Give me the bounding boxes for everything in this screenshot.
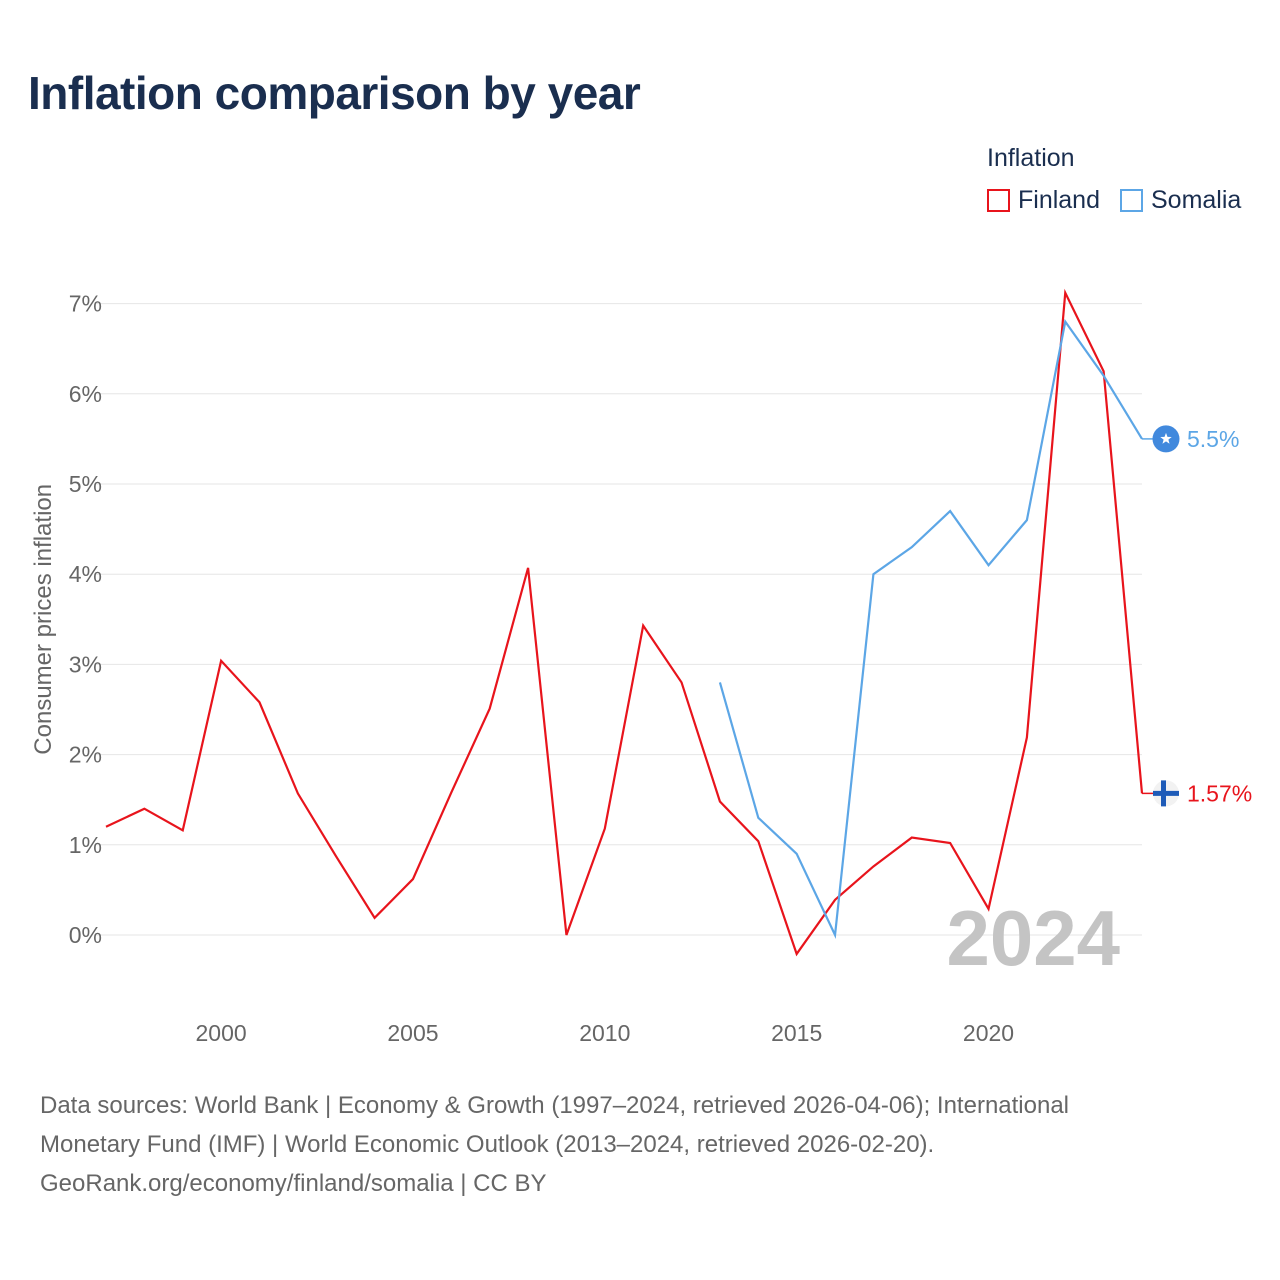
- finland-flag-icon: [1153, 780, 1179, 807]
- x-tick-label: 2020: [963, 1020, 1014, 1046]
- data-point-finland: [334, 855, 338, 859]
- y-tick-label: 1%: [69, 832, 102, 858]
- data-point-finland: [373, 916, 377, 920]
- y-tick-label: 3%: [69, 651, 102, 677]
- y-tick-label: 5%: [69, 471, 102, 497]
- data-point-somalia: [718, 680, 722, 684]
- data-point-finland: [987, 907, 991, 911]
- data-point-finland: [1063, 291, 1067, 295]
- data-point-somalia: [1102, 374, 1106, 378]
- data-point-somalia: [987, 563, 991, 567]
- data-point-finland: [488, 707, 492, 711]
- data-point-finland: [680, 680, 684, 684]
- x-tick-label: 2010: [579, 1020, 630, 1046]
- data-point-finland: [296, 791, 300, 795]
- legend-label-finland: Finland: [1018, 186, 1100, 214]
- somalia-flag-icon: [1152, 425, 1180, 453]
- page-title: Inflation comparison by year: [28, 67, 641, 119]
- legend-item-finland[interactable]: Finland: [987, 186, 1100, 215]
- data-point-finland: [1025, 735, 1029, 739]
- legend-label-somalia: Somalia: [1151, 186, 1242, 214]
- data-point-finland: [526, 566, 530, 570]
- end-value-label-somalia: 5.5%: [1187, 426, 1239, 452]
- sources-line-3: GeoRank.org/economy/finland/somalia | CC…: [40, 1170, 547, 1197]
- data-point-finland: [603, 827, 607, 831]
- legend-swatch-finland: [987, 189, 1010, 212]
- flag-star: [1160, 432, 1172, 444]
- y-tick-label: 2%: [69, 742, 102, 768]
- line-chart: 0% 1% 2% 3% 4% 5% 6% 7% 2000 2005 2010 2015 2020 Cons…: [30, 288, 1252, 1046]
- data-point-somalia: [910, 545, 914, 549]
- data-point-finland: [795, 952, 799, 956]
- data-point-somalia: [1025, 518, 1029, 522]
- data-point-finland: [449, 790, 453, 794]
- x-tick-label: 2000: [196, 1020, 247, 1046]
- y-axis-label: Consumer prices inflation: [30, 484, 57, 755]
- data-point-finland: [833, 898, 837, 902]
- data-point-finland: [142, 807, 146, 811]
- y-tick-label: 0%: [69, 922, 102, 948]
- data-sources: Data sources: World Bank | Economy & Gro…: [40, 1086, 1240, 1203]
- data-point-somalia: [756, 816, 760, 820]
- y-tick-label: 6%: [69, 381, 102, 407]
- sources-line-2: Monetary Fund (IMF) | World Economic Out…: [40, 1131, 935, 1158]
- series-line-finland: [105, 288, 1144, 957]
- legend: Finland Somalia: [987, 186, 1241, 215]
- data-point-finland: [948, 841, 952, 845]
- data-point-finland: [564, 933, 568, 937]
- legend-item-somalia[interactable]: Somalia: [1120, 186, 1241, 215]
- year-watermark: 2024: [946, 894, 1120, 982]
- data-point-finland: [718, 800, 722, 804]
- data-point-finland: [257, 700, 261, 704]
- data-point-somalia: [871, 572, 875, 576]
- sources-line-1: Data sources: World Bank | Economy & Gro…: [40, 1092, 1070, 1119]
- data-point-finland: [871, 864, 875, 868]
- legend-title: Inflation: [987, 144, 1075, 172]
- data-point-somalia: [948, 509, 952, 513]
- data-point-somalia: [1063, 320, 1067, 324]
- x-tick-label: 2015: [771, 1020, 822, 1046]
- x-tick-label: 2005: [387, 1020, 438, 1046]
- data-point-finland: [641, 624, 645, 628]
- end-value-label-finland: 1.57%: [1187, 780, 1252, 806]
- data-point-finland: [411, 877, 415, 881]
- flag-cross-vertical: [1161, 780, 1166, 807]
- data-point-finland: [219, 659, 223, 663]
- y-tick-label: 7%: [69, 291, 102, 317]
- data-point-finland: [104, 825, 108, 829]
- data-point-finland: [910, 836, 914, 840]
- data-point-finland: [181, 828, 185, 832]
- series-line-somalia: [718, 318, 1143, 940]
- data-point-somalia: [795, 852, 799, 856]
- legend-swatch-somalia: [1120, 189, 1143, 212]
- y-tick-label: 4%: [69, 561, 102, 587]
- data-point-finland: [756, 839, 760, 843]
- data-point-somalia: [833, 933, 837, 937]
